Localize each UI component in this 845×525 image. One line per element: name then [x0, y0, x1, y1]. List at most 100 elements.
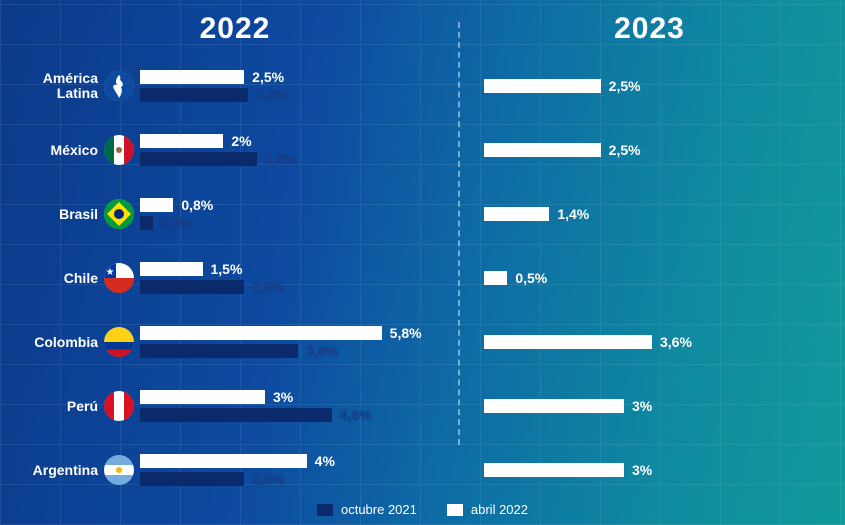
value-dark-2022-argentina: 2,5%: [252, 471, 284, 487]
value-white-2022-mexico: 2%: [231, 133, 251, 149]
bar-dark-2022-mexico: [140, 152, 257, 166]
label-text-brasil: Brasil: [59, 207, 98, 222]
bar-white-2022-chile: [140, 262, 203, 276]
value-dark-2022-latam: 2,6%: [256, 87, 288, 103]
flag-icon-brasil: [104, 199, 134, 229]
value-dark-2022-mexico: 2,8%: [265, 151, 297, 167]
value-white-2022-chile: 1,5%: [211, 261, 243, 277]
flag-icon-mexico: [104, 135, 134, 165]
bar-white-2023-chile: [484, 271, 507, 285]
row-2023-mexico: 2,5%: [474, 124, 825, 176]
bar-white-2022-mexico: [140, 134, 223, 148]
bar-white-2022-peru: [140, 390, 265, 404]
bar-white-2023-colombia: [484, 335, 652, 349]
svg-text:★: ★: [106, 267, 115, 278]
flag-icon-colombia: [104, 327, 134, 357]
flag-icon-latam: [104, 71, 134, 101]
row-2023-peru: 3%: [474, 380, 825, 432]
bar-dark-2022-chile: [140, 280, 244, 294]
bar-dark-2022-latam: [140, 88, 248, 102]
legend-swatch-white: [447, 504, 463, 516]
label-text-argentina: Argentina: [33, 463, 98, 478]
bar-white-2023-brasil: [484, 207, 549, 221]
column-2023: 2023 2,5% 2,5% 1,4% 0,5% 3,6% 3% 3%: [468, 12, 825, 495]
chart-container: 2022 AméricaLatina 2,5% 2,6% México 2% 2,8% Br…: [0, 0, 845, 525]
bars-2022-argentina: 4%2,5%: [140, 444, 450, 496]
bars-2022-colombia: 5,8%3,8%: [140, 316, 450, 368]
row-chile: Chile ★ 1,5% 2,5%: [20, 252, 450, 304]
label-text-chile: Chile: [64, 271, 98, 286]
bar-white-2022-argentina: [140, 454, 307, 468]
bars-2022-mexico: 2% 2,8%: [140, 124, 450, 176]
rows-2023: 2,5% 2,5% 1,4% 0,5% 3,6% 3% 3%: [474, 60, 825, 496]
flag-icon-argentina: [104, 455, 134, 485]
bar-dark-2022-brasil: [140, 216, 153, 230]
bars-2023-chile: 0,5%: [484, 252, 825, 304]
value-white-2023-colombia: 3,6%: [660, 334, 692, 350]
label-cell-chile: Chile ★: [20, 263, 140, 293]
bars-2023-brasil: 1,4%: [484, 188, 825, 240]
bars-2023-latam: 2,5%: [484, 60, 825, 112]
row-peru: Perú 3%4,6%: [20, 380, 450, 432]
label-cell-peru: Perú: [20, 391, 140, 421]
value-white-2023-latam: 2,5%: [609, 78, 641, 94]
bar-white-2023-latam: [484, 79, 601, 93]
column-2022: 2022 AméricaLatina 2,5% 2,6% México 2% 2,8% Br…: [20, 12, 450, 495]
label-text-mexico: México: [51, 143, 98, 158]
value-white-2022-colombia: 5,8%: [390, 325, 422, 341]
legend-item-octubre: octubre 2021: [317, 502, 417, 517]
year-header-2022: 2022: [20, 12, 450, 46]
legend-label-octubre: octubre 2021: [341, 502, 417, 517]
bars-2022-latam: 2,5% 2,6%: [140, 60, 450, 112]
value-dark-2022-peru: 4,6%: [340, 407, 372, 423]
legend: octubre 2021 abril 2022: [0, 502, 845, 517]
label-text-peru: Perú: [67, 399, 98, 414]
column-divider: [458, 22, 460, 445]
label-cell-mexico: México: [20, 135, 140, 165]
bar-white-2022-brasil: [140, 198, 173, 212]
label-cell-colombia: Colombia: [20, 327, 140, 357]
value-white-2023-peru: 3%: [632, 398, 652, 414]
legend-label-abril: abril 2022: [471, 502, 528, 517]
row-2023-chile: 0,5%: [474, 252, 825, 304]
bar-dark-2022-argentina: [140, 472, 244, 486]
value-white-2022-latam: 2,5%: [252, 69, 284, 85]
row-argentina: Argentina 4%2,5%: [20, 444, 450, 496]
value-white-2023-chile: 0,5%: [515, 270, 547, 286]
label-cell-argentina: Argentina: [20, 455, 140, 485]
row-colombia: Colombia 5,8%3,8%: [20, 316, 450, 368]
bars-2022-peru: 3%4,6%: [140, 380, 450, 432]
bar-white-2022-colombia: [140, 326, 382, 340]
label-text-colombia: Colombia: [34, 335, 98, 350]
bars-2022-chile: 1,5% 2,5%: [140, 252, 450, 304]
row-2023-latam: 2,5%: [474, 60, 825, 112]
bar-white-2023-peru: [484, 399, 624, 413]
label-cell-latam: AméricaLatina: [20, 71, 140, 101]
legend-swatch-dark: [317, 504, 333, 516]
value-white-2022-brasil: 0,8%: [181, 197, 213, 213]
value-white-2023-mexico: 2,5%: [609, 142, 641, 158]
bar-dark-2022-colombia: [140, 344, 298, 358]
bars-2023-peru: 3%: [484, 380, 825, 432]
row-2023-colombia: 3,6%: [474, 316, 825, 368]
row-2023-argentina: 3%: [474, 444, 825, 496]
bars-2023-colombia: 3,6%: [484, 316, 825, 368]
rows-2022: AméricaLatina 2,5% 2,6% México 2% 2,8% Brasil 0…: [20, 60, 450, 496]
label-cell-brasil: Brasil: [20, 199, 140, 229]
bar-dark-2022-peru: [140, 408, 332, 422]
row-latam: AméricaLatina 2,5% 2,6%: [20, 60, 450, 112]
value-white-2023-brasil: 1,4%: [557, 206, 589, 222]
flag-icon-peru: [104, 391, 134, 421]
bars-2023-mexico: 2,5%: [484, 124, 825, 176]
value-dark-2022-brasil: 0,3%: [161, 215, 193, 231]
flag-icon-chile: ★: [104, 263, 134, 293]
row-mexico: México 2% 2,8%: [20, 124, 450, 176]
value-white-2023-argentina: 3%: [632, 462, 652, 478]
bar-white-2023-mexico: [484, 143, 601, 157]
year-header-2023: 2023: [474, 12, 825, 46]
row-brasil: Brasil 0,8% 0,3%: [20, 188, 450, 240]
value-dark-2022-chile: 2,5%: [252, 279, 284, 295]
bar-white-2023-argentina: [484, 463, 624, 477]
bars-2023-argentina: 3%: [484, 444, 825, 496]
bars-2022-brasil: 0,8% 0,3%: [140, 188, 450, 240]
